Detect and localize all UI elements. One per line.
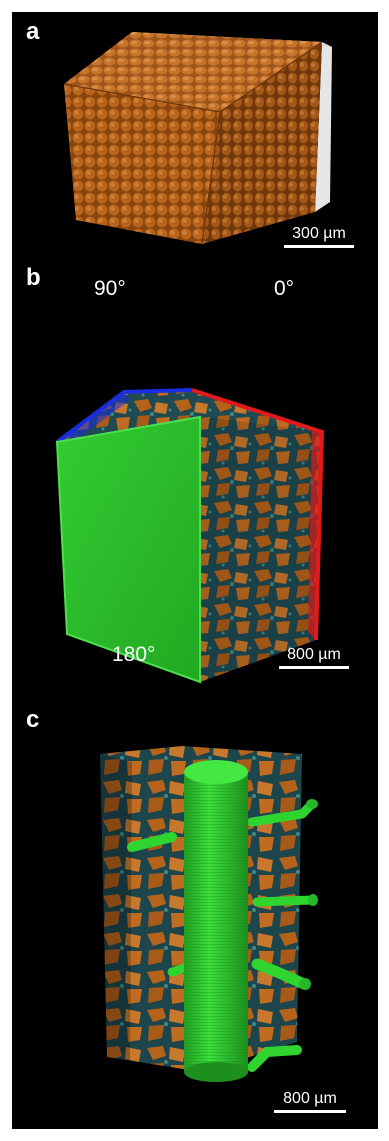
- panel-a-label: a: [26, 18, 40, 45]
- panel-c-scale-text: 800 µm: [283, 1090, 337, 1107]
- angle-label-180: 180°: [112, 643, 156, 666]
- angle-label-0: 0°: [274, 277, 295, 300]
- panel-b-label: b: [26, 264, 41, 291]
- panel-a-scale-line: [284, 245, 354, 248]
- panel-b-scale-bar: 800 µm: [279, 646, 349, 669]
- panel-c-scale-line: [274, 1110, 346, 1113]
- panel-b: b 90° 0° 180° 800 µm: [12, 262, 378, 702]
- root-soil-column-render: [100, 746, 318, 1082]
- panel-b-scale-text: 800 µm: [287, 646, 341, 663]
- figure-frame: a 300 µm: [12, 12, 378, 1129]
- angle-label-90: 90°: [94, 277, 126, 300]
- panel-c-scale-bar: 800 µm: [274, 1090, 346, 1113]
- panel-c: c 800 µm: [12, 702, 378, 1129]
- panel-a-scale-bar: 300 µm: [284, 225, 354, 248]
- soil-cube-render: [55, 388, 325, 684]
- panel-a: a 300 µm: [12, 12, 378, 262]
- panel-a-scale-text: 300 µm: [292, 225, 346, 242]
- sphere-packing-cube-render: [63, 32, 332, 245]
- panel-b-scale-line: [279, 666, 349, 669]
- panel-c-label: c: [26, 706, 40, 733]
